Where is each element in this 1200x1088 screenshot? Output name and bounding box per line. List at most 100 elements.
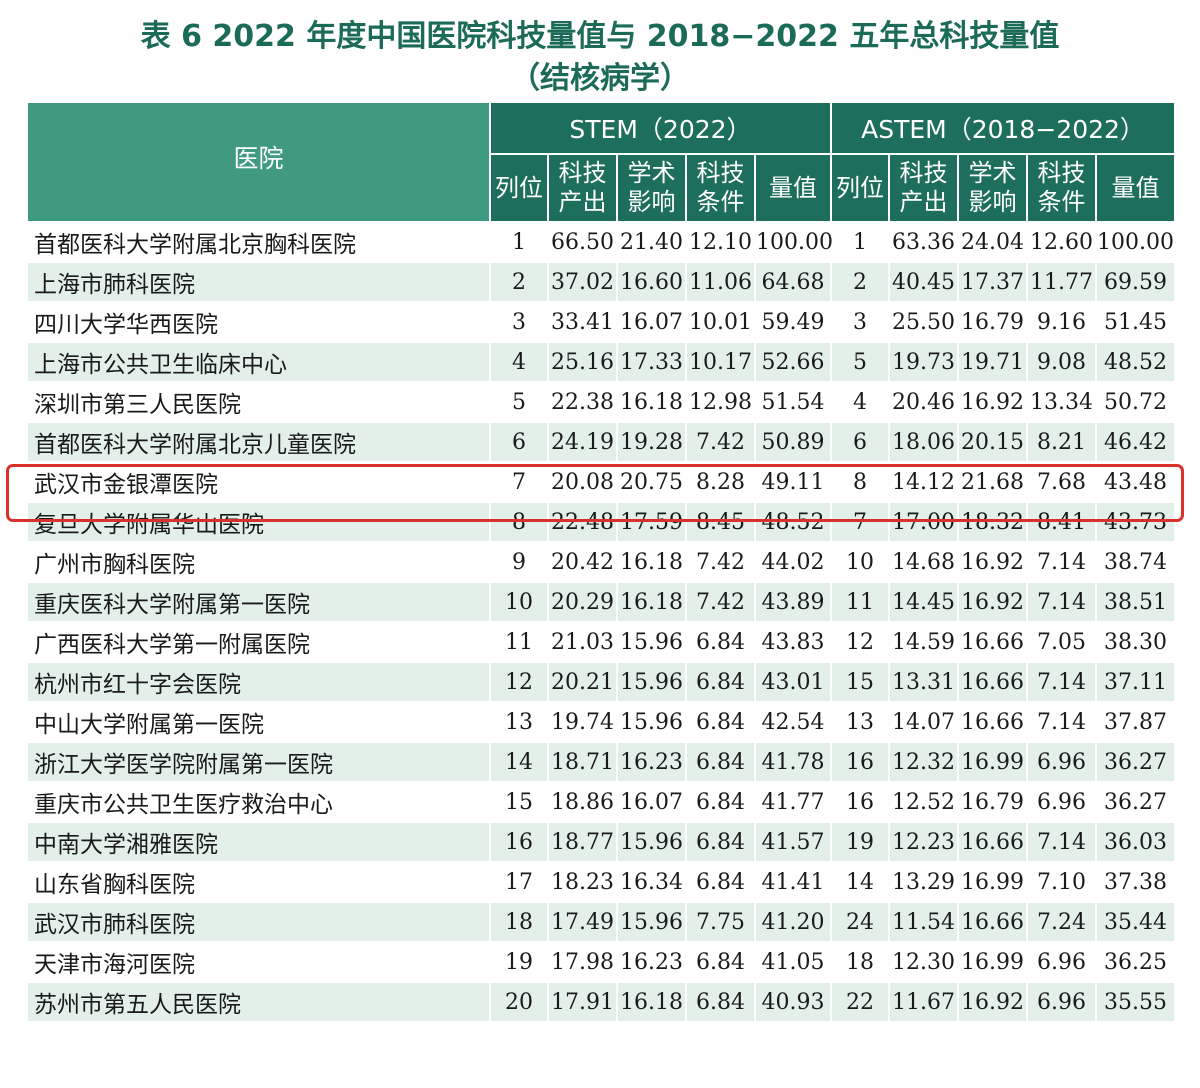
table-cell: 6.96 xyxy=(1026,941,1097,983)
table-cell: 41.20 xyxy=(754,901,832,943)
table-cell: 16.79 xyxy=(957,301,1028,343)
table-cell: 16.18 xyxy=(616,381,687,423)
hospital-name: 首都医科大学附属北京胸科医院 xyxy=(26,221,491,263)
table-cell: 6.84 xyxy=(685,861,756,903)
table-cell: 13.34 xyxy=(1026,381,1097,423)
table-cell: 6 xyxy=(489,421,549,463)
table-cell: 16 xyxy=(830,741,890,783)
table-cell: 69.59 xyxy=(1094,261,1177,303)
table-cell: 7.75 xyxy=(685,901,756,943)
table-cell: 43.89 xyxy=(754,581,832,623)
table-cell: 10.17 xyxy=(685,341,756,383)
table-cell: 4 xyxy=(830,381,890,423)
table-cell: 17.91 xyxy=(547,981,618,1023)
table-cell: 7.10 xyxy=(1026,861,1097,903)
table-cell: 43.83 xyxy=(754,621,832,663)
table-cell: 15 xyxy=(830,661,890,703)
table-cell: 16.92 xyxy=(957,581,1028,623)
table-cell: 14.68 xyxy=(888,541,959,583)
table-cell: 19.71 xyxy=(957,341,1028,383)
table-cell: 6.96 xyxy=(1026,781,1097,823)
table-row: 杭州市红十字会医院 12 20.21 15.96 6.84 43.01 15 13.31 16.… xyxy=(26,661,1177,703)
table-cell: 20.15 xyxy=(957,421,1028,463)
table-cell: 18.77 xyxy=(547,821,618,863)
table-cell: 16 xyxy=(830,781,890,823)
table-cell: 12 xyxy=(830,621,890,663)
table-cell: 16.99 xyxy=(957,861,1028,903)
table-cell: 37.38 xyxy=(1094,861,1177,903)
table-cell: 36.25 xyxy=(1094,941,1177,983)
table-row: 浙江大学医学院附属第一医院 14 18.71 16.23 6.84 41.78 16 12.3… xyxy=(26,741,1177,783)
table-cell: 16.66 xyxy=(957,661,1028,703)
highlight-box xyxy=(6,464,1184,522)
hospital-name: 武汉市金银潭医院 xyxy=(26,461,491,503)
table-cell: 15.96 xyxy=(616,661,687,703)
table-cell: 15.96 xyxy=(616,901,687,943)
table-cell: 12.30 xyxy=(888,941,959,983)
table-row: 重庆市公共卫生医疗救治中心 15 18.86 16.07 6.84 41.77 16 12.5… xyxy=(26,781,1177,823)
table-cell: 64.68 xyxy=(754,261,832,303)
table-cell: 16.18 xyxy=(616,541,687,583)
table-row: 广州市胸科医院 9 20.42 16.18 7.42 44.02 10 14.68 16.92 7… xyxy=(26,541,1177,583)
table-cell: 2 xyxy=(830,261,890,303)
table-cell: 41.05 xyxy=(754,941,832,983)
table-cell: 14 xyxy=(830,861,890,903)
table-cell: 12.32 xyxy=(888,741,959,783)
table-cell: 20.21 xyxy=(547,661,618,703)
table-title: 表 6 2022 年度中国医院科技量值与 2018−2022 五年总科技量值 xyxy=(140,19,1060,54)
table-cell: 17.98 xyxy=(547,941,618,983)
table-cell: 4 xyxy=(489,341,549,383)
table-cell: 16.66 xyxy=(957,821,1028,863)
table-cell: 66.50 xyxy=(547,221,618,263)
table-cell: 9.08 xyxy=(1026,341,1097,383)
table-cell: 48.52 xyxy=(1094,341,1177,383)
table-cell: 19.74 xyxy=(547,701,618,743)
table-cell: 5 xyxy=(830,341,890,383)
table-row: 复旦大学附属华山医院 8 22.48 17.59 8.45 48.52 7 17.00 18.3… xyxy=(26,501,1177,543)
ranking-table: 医院 STEM（2022） ASTEM（2018−2022） 列位 科技 产出 学术影… xyxy=(26,101,1177,1023)
table-cell: 11.06 xyxy=(685,261,756,303)
table-cell: 50.89 xyxy=(754,421,832,463)
table-cell: 14.45 xyxy=(888,581,959,623)
table-cell: 7.14 xyxy=(1026,701,1097,743)
table-cell: 17.37 xyxy=(957,261,1028,303)
table-row: 上海市肺科医院 2 37.02 16.60 11.06 64.68 2 40.45 17.37 1… xyxy=(26,261,1177,303)
table-cell: 10 xyxy=(489,581,549,623)
table-cell: 22.38 xyxy=(547,381,618,423)
table-cell: 38.51 xyxy=(1094,581,1177,623)
table-cell: 49.11 xyxy=(754,461,832,503)
table-cell: 19.28 xyxy=(616,421,687,463)
table-cell: 41.57 xyxy=(754,821,832,863)
table-cell: 43.73 xyxy=(1094,501,1177,543)
table-cell: 11.54 xyxy=(888,901,959,943)
table-row: 苏州市第五人民医院 20 17.91 16.18 6.84 40.93 22 11.67 16.… xyxy=(26,981,1177,1023)
table-cell: 5 xyxy=(489,381,549,423)
table-cell: 13.31 xyxy=(888,661,959,703)
hospital-name: 广州市胸科医院 xyxy=(26,541,491,583)
table-cell: 25.16 xyxy=(547,341,618,383)
table-cell: 6.84 xyxy=(685,741,756,783)
hospital-header: 医院 xyxy=(26,101,491,223)
hospital-name: 天津市海河医院 xyxy=(26,941,491,983)
table-cell: 100.00 xyxy=(754,221,833,263)
table-cell: 12.52 xyxy=(888,781,959,823)
table-cell: 24 xyxy=(830,901,890,943)
hospital-name: 苏州市第五人民医院 xyxy=(26,981,491,1023)
table-cell: 48.52 xyxy=(754,501,832,543)
table-cell: 16.92 xyxy=(957,381,1028,423)
table-cell: 6.84 xyxy=(685,821,756,863)
hospital-name: 武汉市肺科医院 xyxy=(26,901,491,943)
table-cell: 16.99 xyxy=(957,741,1028,783)
table-cell: 19 xyxy=(489,941,549,983)
table-cell: 16.23 xyxy=(616,941,687,983)
table-cell: 8.28 xyxy=(685,461,756,503)
table-cell: 20.75 xyxy=(616,461,687,503)
table-cell: 18 xyxy=(489,901,549,943)
table-cell: 41.77 xyxy=(754,781,832,823)
table-row: 深圳市第三人民医院 5 22.38 16.18 12.98 51.54 4 20.46 16.9… xyxy=(26,381,1177,423)
table-cell: 18.06 xyxy=(888,421,959,463)
table-cell: 22.48 xyxy=(547,501,618,543)
hospital-name: 浙江大学医学院附属第一医院 xyxy=(26,741,491,783)
table-cell: 11.67 xyxy=(888,981,959,1023)
table-cell: 17.33 xyxy=(616,341,687,383)
